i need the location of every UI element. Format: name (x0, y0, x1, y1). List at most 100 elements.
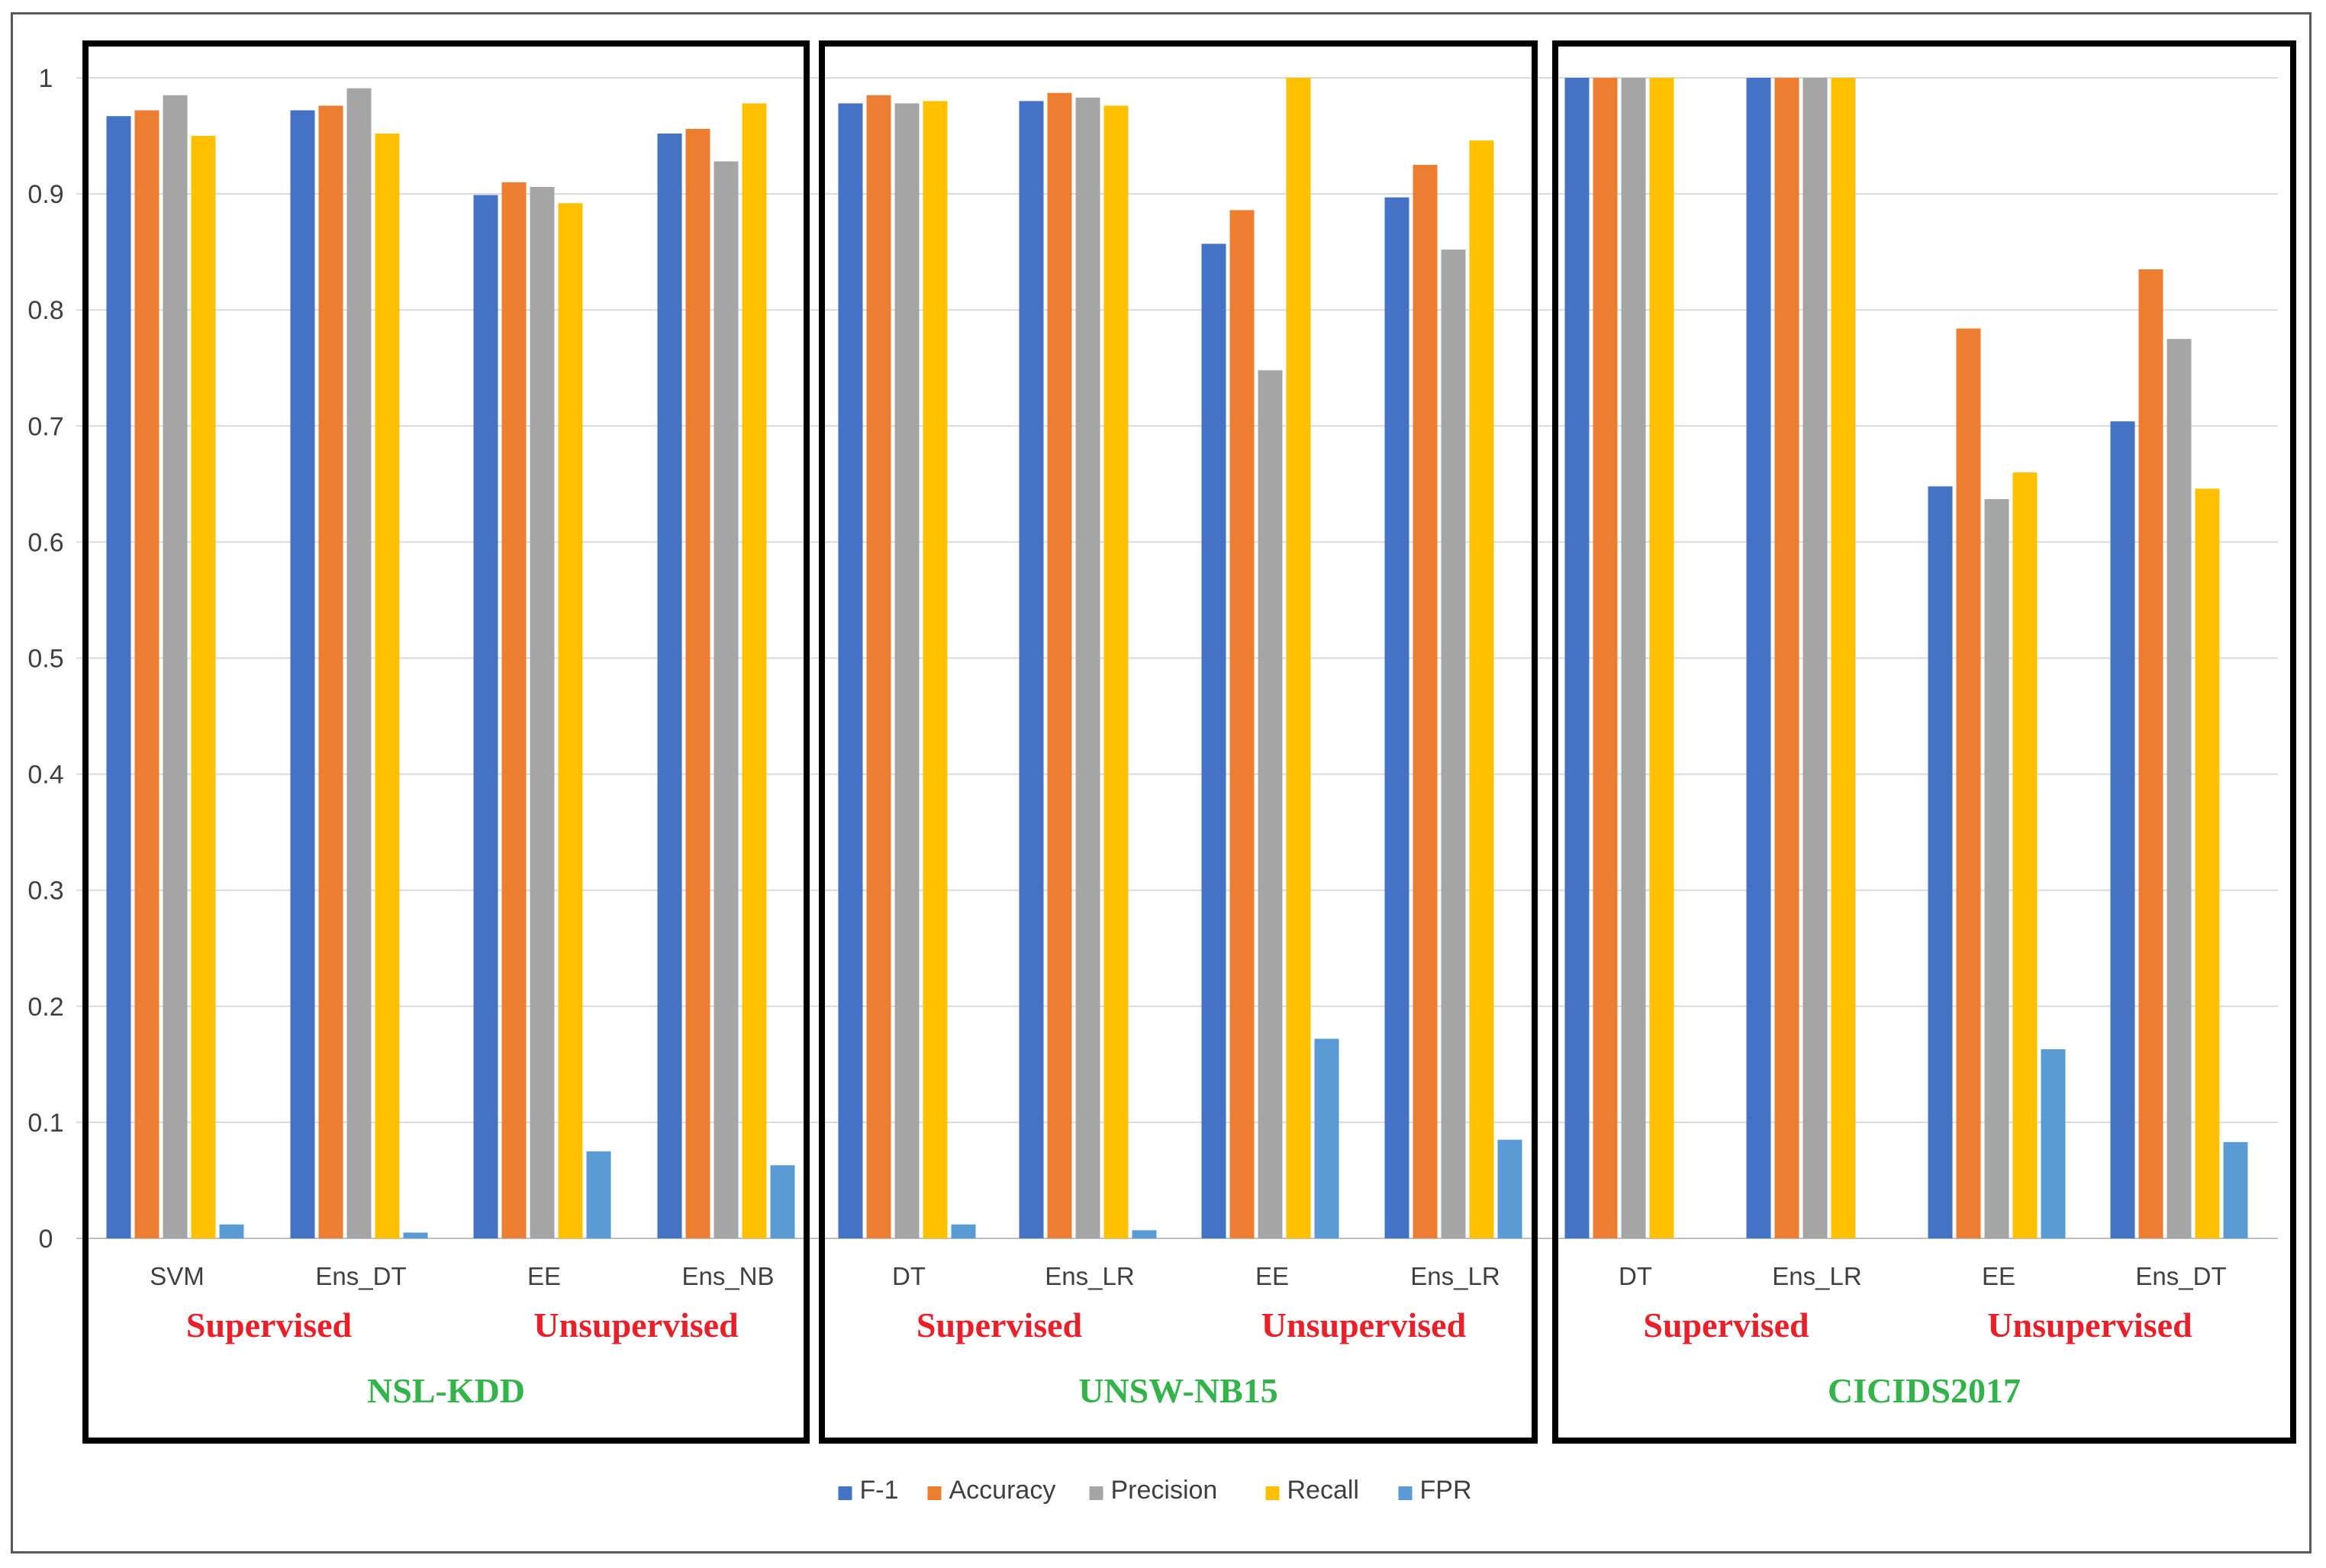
bar-nsl-kdd-ens-dt-fpr (403, 1232, 428, 1238)
dataset-box-unsw-nb15 (819, 40, 1538, 1444)
y-tick-label: 1 (39, 64, 53, 93)
bar-nsl-kdd-ens-dt-precision (346, 88, 372, 1239)
bar-nsl-kdd-svm-accuracy (134, 110, 159, 1238)
bar-nsl-kdd-ens-nb-accuracy (685, 128, 710, 1239)
bar-cicids2017-ens-lr-accuracy (1774, 78, 1799, 1238)
group-label-supervised: Supervised (1643, 1306, 1809, 1344)
bar-cicids2017-dt-recall (1649, 78, 1674, 1238)
bar-unsw-nb15-ens-lr-recall (1469, 140, 1494, 1238)
category-label-dt: DT (1619, 1262, 1652, 1290)
category-label-ens-dt: Ens_DT (315, 1262, 406, 1290)
dataset-label-nsl-kdd: NSL-KDD (367, 1371, 525, 1410)
bar-nsl-kdd-ens-dt-f-1 (290, 110, 315, 1238)
y-tick-label: 0.8 (27, 296, 63, 325)
dataset-label-unsw-nb15: UNSW-NB15 (1078, 1371, 1278, 1410)
y-tick-label: 0.3 (27, 877, 63, 906)
group-label-unsupervised: Unsupervised (1987, 1306, 2192, 1344)
bar-nsl-kdd-ee-f-1 (473, 195, 498, 1239)
bar-unsw-nb15-ee-precision (1258, 370, 1283, 1238)
bar-nsl-kdd-ens-dt-recall (375, 134, 400, 1238)
bar-unsw-nb15-ens-lr-f-1 (1384, 197, 1409, 1239)
bar-unsw-nb15-ee-f-1 (1201, 243, 1226, 1239)
legend-swatch-accuracy (927, 1486, 942, 1500)
bar-nsl-kdd-ens-nb-recall (742, 103, 767, 1238)
category-label-ee: EE (1255, 1262, 1289, 1290)
y-tick-label: 0 (39, 1225, 53, 1254)
bar-unsw-nb15-ens-lr-precision (1441, 250, 1466, 1238)
bar-cicids2017-ee-fpr (2041, 1049, 2066, 1238)
bar-unsw-nb15-ens-lr-fpr (1497, 1139, 1522, 1238)
bar-nsl-kdd-ee-precision (530, 186, 555, 1238)
bar-unsw-nb15-dt-fpr (951, 1224, 976, 1238)
bar-nsl-kdd-ee-accuracy (501, 182, 527, 1238)
bar-cicids2017-dt-f-1 (1564, 78, 1590, 1238)
bar-cicids2017-ens-dt-precision (2167, 339, 2192, 1239)
bar-cicids2017-ens-dt-f-1 (2110, 421, 2135, 1238)
bar-nsl-kdd-ee-recall (558, 203, 583, 1238)
bar-cicids2017-ens-dt-fpr (2223, 1141, 2248, 1238)
legend-swatch-recall (1265, 1486, 1280, 1500)
y-tick-label: 0.5 (27, 645, 63, 674)
legend-label-precision: Precision (1111, 1476, 1218, 1505)
bar-unsw-nb15-dt-f-1 (838, 103, 863, 1238)
legend-label-recall: Recall (1287, 1476, 1359, 1505)
bar-unsw-nb15-dt-recall (923, 101, 948, 1238)
bar-cicids2017-ee-accuracy (1956, 328, 1981, 1238)
bar-cicids2017-ens-lr-precision (1802, 78, 1828, 1238)
legend-swatch-f-1 (838, 1486, 852, 1500)
bar-cicids2017-ee-f-1 (1928, 486, 1953, 1238)
category-label-ens-nb: Ens_NB (681, 1262, 774, 1290)
bar-unsw-nb15-ee-fpr (1314, 1038, 1339, 1238)
category-label-ens-lr: Ens_LR (1045, 1262, 1134, 1290)
category-label-ens-dt: Ens_DT (2135, 1262, 2226, 1290)
category-label-svm: SVM (150, 1262, 205, 1290)
bar-cicids2017-dt-precision (1621, 78, 1646, 1238)
category-label-ens-lr: Ens_LR (1772, 1262, 1861, 1290)
legend-label-accuracy: Accuracy (949, 1476, 1056, 1505)
bar-nsl-kdd-svm-precision (163, 95, 188, 1239)
bar-unsw-nb15-ens-lr-accuracy (1047, 92, 1072, 1239)
bar-nsl-kdd-ee-fpr (586, 1151, 611, 1238)
bar-unsw-nb15-ens-lr-fpr (1132, 1230, 1157, 1238)
bar-cicids2017-ee-precision (1984, 499, 2009, 1238)
legend-swatch-fpr (1398, 1486, 1413, 1500)
bar-unsw-nb15-ens-lr-accuracy (1413, 165, 1438, 1239)
category-label-ee: EE (527, 1262, 561, 1290)
bar-nsl-kdd-svm-fpr (219, 1224, 244, 1238)
bar-unsw-nb15-ens-lr-recall (1103, 105, 1129, 1238)
group-label-supervised: Supervised (917, 1306, 1083, 1344)
category-label-ee: EE (1982, 1262, 2015, 1290)
bar-unsw-nb15-dt-precision (894, 103, 920, 1238)
dataset-box-nsl-kdd (82, 40, 810, 1444)
y-tick-label: 0.1 (27, 1109, 63, 1138)
bar-cicids2017-dt-accuracy (1593, 78, 1618, 1238)
bar-cicids2017-ee-recall (2012, 472, 2038, 1238)
bar-unsw-nb15-ee-recall (1286, 78, 1311, 1238)
bar-unsw-nb15-ee-accuracy (1229, 210, 1255, 1238)
legend-swatch-precision (1089, 1486, 1103, 1500)
group-label-supervised: Supervised (186, 1306, 353, 1344)
bar-nsl-kdd-ens-dt-accuracy (318, 105, 343, 1238)
dataset-box-cicids2017 (1552, 40, 2296, 1444)
bar-unsw-nb15-ens-lr-precision (1075, 97, 1100, 1238)
legend-label-fpr: FPR (1420, 1476, 1472, 1505)
bar-cicids2017-ens-dt-recall (2195, 488, 2220, 1238)
y-tick-label: 0.6 (27, 528, 63, 557)
bar-unsw-nb15-ens-lr-f-1 (1019, 101, 1044, 1238)
y-tick-label: 0.4 (27, 761, 63, 790)
group-label-unsupervised: Unsupervised (533, 1306, 739, 1344)
bar-nsl-kdd-ens-nb-fpr (770, 1165, 795, 1238)
legend-label-f-1: F-1 (860, 1476, 899, 1505)
bar-nsl-kdd-svm-recall (191, 136, 216, 1238)
bar-nsl-kdd-ens-nb-precision (714, 161, 739, 1239)
y-tick-label: 0.7 (27, 412, 63, 441)
category-label-dt: DT (892, 1262, 926, 1290)
bar-nsl-kdd-svm-f-1 (106, 116, 131, 1238)
bar-unsw-nb15-dt-accuracy (866, 95, 891, 1239)
bar-cicids2017-ens-dt-accuracy (2138, 269, 2163, 1239)
category-label-ens-lr: Ens_LR (1410, 1262, 1500, 1290)
y-tick-label: 0.2 (27, 993, 63, 1022)
bar-nsl-kdd-ens-nb-f-1 (657, 134, 682, 1238)
